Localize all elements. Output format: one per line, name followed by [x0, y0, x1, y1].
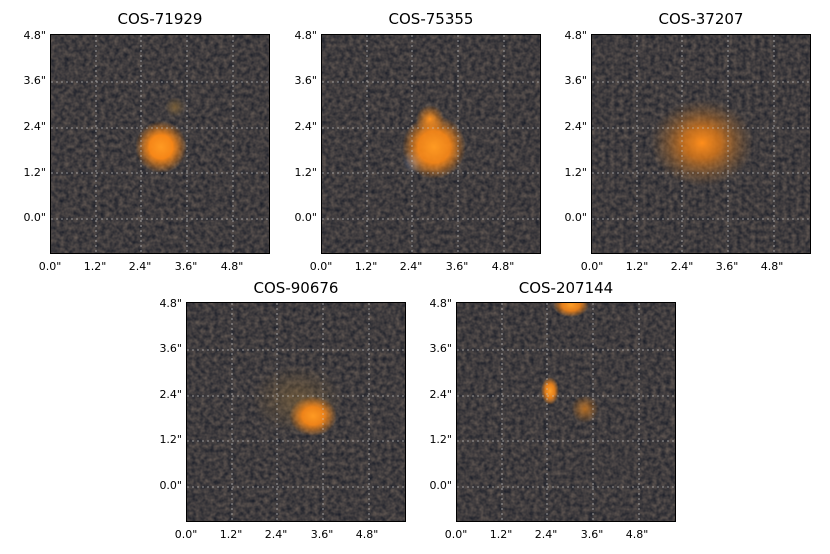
grid-lines: [592, 35, 810, 253]
image-canvas: [592, 35, 810, 253]
grid-lines: [322, 35, 540, 253]
galaxy-image: [321, 34, 541, 254]
y-tick-label: 4.8": [23, 29, 46, 42]
x-tick-label: 1.2": [83, 260, 107, 273]
x-tick-label: 1.2": [219, 528, 243, 541]
y-tick-label: 4.8": [294, 29, 317, 42]
y-tick-label: 0.0": [564, 211, 587, 224]
y-tick-label: 3.6": [429, 342, 452, 355]
galaxy-image: [50, 34, 270, 254]
galaxy-source: [165, 97, 185, 117]
x-tick-label: 4.8": [220, 260, 244, 273]
x-tick-label: 0.0": [580, 260, 604, 273]
y-tick-label: 2.4": [429, 388, 452, 401]
y-tick-label: 1.2": [294, 166, 317, 179]
y-tick-label: 1.2": [564, 166, 587, 179]
galaxy-source: [135, 121, 187, 173]
y-tick-label: 4.8": [159, 297, 182, 310]
image-canvas: [51, 35, 269, 253]
galaxy-source: [416, 105, 444, 133]
y-tick-label: 3.6": [294, 74, 317, 87]
image-canvas: [457, 303, 675, 521]
image-canvas: [187, 303, 405, 521]
galaxy-source: [650, 99, 754, 187]
y-tick-label: 1.2": [429, 433, 452, 446]
x-tick-label: 0.0": [174, 528, 198, 541]
y-tick-label: 2.4": [159, 388, 182, 401]
y-tick-label: 3.6": [23, 74, 46, 87]
x-tick-label: 1.2": [489, 528, 513, 541]
y-tick-label: 2.4": [23, 120, 46, 133]
x-tick-label: 0.0": [309, 260, 333, 273]
y-tick-label: 1.2": [159, 433, 182, 446]
x-tick-label: 1.2": [625, 260, 649, 273]
x-tick-label: 2.4": [128, 260, 152, 273]
x-tick-label: 3.6": [445, 260, 469, 273]
galaxy-image: [186, 302, 406, 522]
x-tick-label: 2.4": [670, 260, 694, 273]
x-tick-label: 4.8": [625, 528, 649, 541]
x-tick-label: 3.6": [174, 260, 198, 273]
x-tick-label: 0.0": [38, 260, 62, 273]
x-tick-label: 0.0": [444, 528, 468, 541]
panel-title: COS-75355: [388, 10, 474, 28]
x-tick-label: 1.2": [354, 260, 378, 273]
y-tick-label: 1.2": [23, 166, 46, 179]
image-canvas: [322, 35, 540, 253]
grid-lines: [51, 35, 269, 253]
x-tick-label: 4.8": [491, 260, 515, 273]
y-tick-label: 0.0": [23, 211, 46, 224]
x-tick-label: 2.4": [399, 260, 423, 273]
panel-title: COS-37207: [658, 10, 744, 28]
galaxy-source: [553, 303, 589, 317]
panel-title: COS-90676: [253, 279, 339, 297]
y-tick-label: 0.0": [294, 211, 317, 224]
grid-lines: [457, 303, 675, 521]
y-tick-label: 0.0": [159, 479, 182, 492]
x-tick-label: 2.4": [534, 528, 558, 541]
x-tick-label: 4.8": [355, 528, 379, 541]
x-tick-label: 2.4": [264, 528, 288, 541]
y-tick-label: 3.6": [159, 342, 182, 355]
galaxy-source: [289, 396, 337, 436]
panel-title: COS-71929: [117, 10, 203, 28]
y-tick-label: 0.0": [429, 479, 452, 492]
galaxy-image: [591, 34, 811, 254]
galaxy-source: [402, 115, 466, 179]
x-tick-label: 3.6": [580, 528, 604, 541]
galaxy-source: [541, 377, 559, 405]
galaxy-image: [456, 302, 676, 522]
y-tick-label: 4.8": [429, 297, 452, 310]
x-tick-label: 3.6": [715, 260, 739, 273]
y-tick-label: 4.8": [564, 29, 587, 42]
panel-title: COS-207144: [518, 279, 614, 297]
x-tick-label: 3.6": [310, 528, 334, 541]
galaxy-source: [571, 395, 599, 423]
grid-lines: [187, 303, 405, 521]
y-tick-label: 3.6": [564, 74, 587, 87]
x-tick-label: 4.8": [760, 260, 784, 273]
y-tick-label: 2.4": [564, 120, 587, 133]
y-tick-label: 2.4": [294, 120, 317, 133]
